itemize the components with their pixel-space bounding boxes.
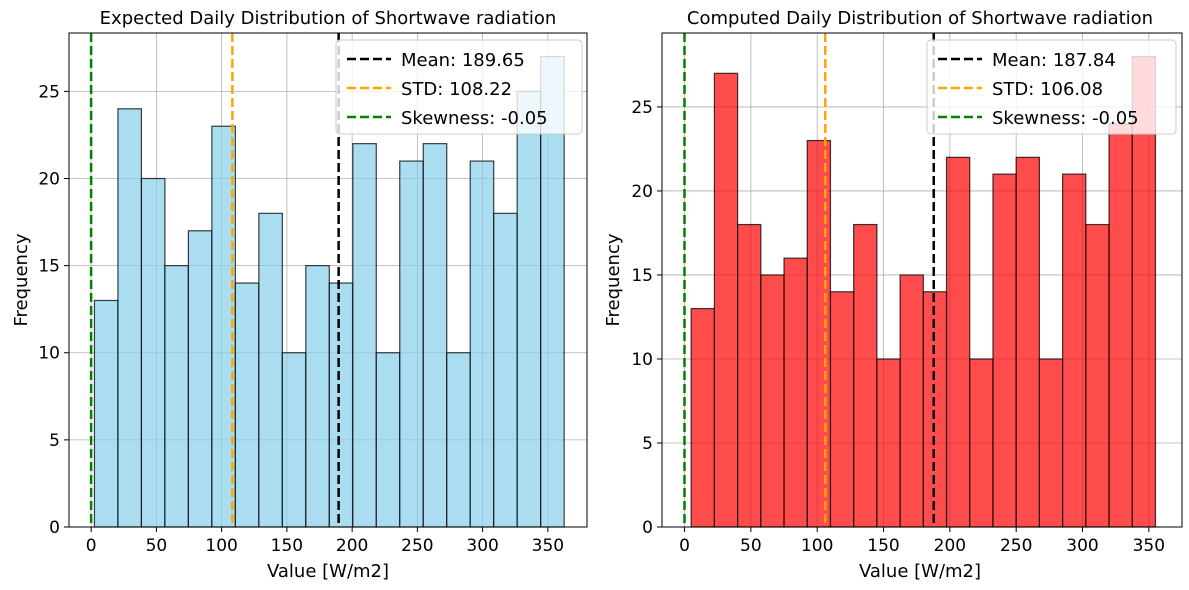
x-tick-label: 100 (801, 536, 833, 556)
histogram-bar (829, 291, 855, 528)
x-tick-label: 0 (679, 536, 690, 556)
histogram-bar (446, 352, 471, 528)
x-tick-label: 350 (1133, 536, 1165, 556)
y-tick-label: 10 (38, 344, 60, 364)
y-tick-label: 15 (38, 257, 60, 277)
y-tick-label: 5 (49, 431, 60, 451)
histogram-bar (234, 282, 260, 528)
y-tick-label: 25 (631, 98, 653, 118)
histogram-bar (899, 274, 924, 528)
y-tick-label: 5 (642, 434, 653, 454)
histogram-bar (328, 282, 354, 528)
y-tick-label: 15 (631, 266, 653, 286)
expected-histogram-chart: Expected Daily Distribution of Shortwave… (11, 8, 588, 582)
histogram-bar (992, 173, 1017, 528)
histogram-bar (352, 143, 377, 528)
y-axis-label: Frequency (11, 233, 32, 326)
x-tick-label: 50 (146, 536, 168, 556)
histogram-bar (422, 143, 448, 528)
histogram-bar (853, 223, 878, 528)
x-axis-label: Value [W/m2] (859, 561, 981, 582)
x-axis-label: Value [W/m2] (267, 561, 389, 582)
x-tick-label: 200 (336, 536, 368, 556)
histogram-bar (164, 265, 189, 528)
bars (93, 55, 565, 528)
histogram-bar (969, 358, 994, 528)
legend-label: STD: 108.22 (401, 79, 512, 100)
legend: Mean: 189.65 STD: 108.22 Skewness: -0.05 (335, 39, 583, 135)
y-tick-label: 0 (642, 518, 653, 538)
x-tick-label: 50 (740, 536, 762, 556)
histogram-bar (469, 160, 495, 528)
histogram-bar (1062, 173, 1087, 528)
y-ticks: 0 5 10 15 20 25 (38, 82, 69, 538)
x-tick-label: 200 (934, 536, 966, 556)
plot-frame (661, 32, 1183, 528)
x-tick-label: 250 (1000, 536, 1032, 556)
bars (690, 55, 1157, 528)
x-tick-label: 100 (205, 536, 237, 556)
histogram-bar (1108, 123, 1133, 528)
histogram-bar (783, 257, 808, 528)
histogram-bar (140, 177, 166, 528)
histogram-bar (945, 156, 971, 528)
x-tick-label: 150 (867, 536, 899, 556)
histogram-bar (876, 358, 901, 528)
legend-label: Mean: 187.84 (992, 50, 1116, 71)
computed-histogram-chart: Computed Daily Distribution of Shortwave… (603, 8, 1183, 582)
histogram-bar (806, 139, 832, 528)
legend-label: Skewness: -0.05 (992, 108, 1139, 129)
x-ticks: 0 50 100 150 200 250 300 350 (679, 527, 1165, 556)
histogram-bar (1085, 223, 1110, 528)
legend: Mean: 187.84 STD: 106.08 Skewness: -0.05 (926, 39, 1177, 135)
x-tick-label: 0 (86, 536, 97, 556)
y-tick-label: 20 (631, 182, 653, 202)
y-tick-label: 20 (38, 169, 60, 189)
x-tick-label: 150 (271, 536, 303, 556)
legend-label: Mean: 189.65 (401, 50, 525, 71)
histogram-bar (760, 274, 785, 528)
histogram-bar (399, 160, 424, 528)
plot-frame (68, 32, 588, 528)
chart-title: Expected Daily Distribution of Shortwave… (100, 8, 557, 29)
histogram-bar (375, 352, 401, 528)
histogram-bar (305, 265, 330, 528)
histogram-bar (258, 212, 283, 528)
histogram-bar (516, 90, 542, 528)
legend-box (926, 39, 1177, 135)
y-tick-label: 25 (38, 82, 60, 102)
histogram-bar (1015, 156, 1040, 528)
histogram-bar (187, 230, 213, 528)
x-tick-label: 300 (466, 536, 498, 556)
histogram-bar (1038, 358, 1064, 528)
y-tick-label: 0 (49, 518, 60, 538)
x-ticks: 0 50 100 150 200 250 300 350 (86, 527, 564, 556)
histogram-bar (690, 307, 715, 528)
histogram-bar (117, 108, 143, 528)
x-tick-label: 350 (532, 536, 564, 556)
y-axis-label: Frequency (603, 233, 624, 326)
histogram-bar (737, 223, 762, 528)
legend-box (335, 39, 583, 135)
histogram-bar (713, 72, 739, 528)
legend-label: Skewness: -0.05 (401, 108, 548, 129)
legend-label: STD: 106.08 (992, 79, 1103, 100)
x-tick-label: 250 (401, 536, 433, 556)
x-tick-label: 300 (1066, 536, 1098, 556)
chart-title: Computed Daily Distribution of Shortwave… (687, 8, 1153, 29)
histogram-bar (281, 352, 307, 528)
y-ticks: 0 5 10 15 20 25 (631, 98, 662, 538)
y-tick-label: 10 (631, 350, 653, 370)
histogram-bar (93, 299, 119, 528)
histogram-bar (493, 212, 518, 528)
